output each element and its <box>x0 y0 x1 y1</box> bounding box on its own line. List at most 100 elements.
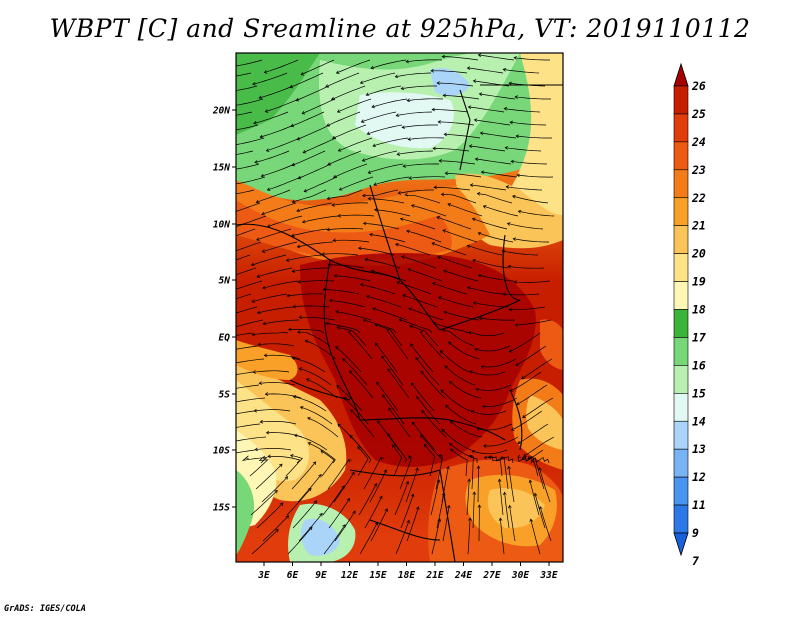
streamline-arrow <box>517 454 522 459</box>
streamline <box>259 85 294 99</box>
streamline <box>267 455 301 464</box>
streamline-arrow <box>440 389 445 393</box>
streamline-arrow <box>357 445 361 450</box>
streamline <box>474 119 511 126</box>
streamline <box>236 72 252 77</box>
streamline <box>292 189 327 203</box>
streamline-arrow <box>217 376 220 379</box>
streamline <box>507 223 544 230</box>
streamline-arrow <box>376 381 380 386</box>
streamline-arrow <box>265 148 270 152</box>
streamline <box>475 158 512 165</box>
streamline-arrow <box>258 95 263 100</box>
streamline-arrow <box>402 294 407 298</box>
streamline <box>469 455 474 490</box>
streamline-arrow <box>445 404 449 409</box>
streamline <box>503 293 540 296</box>
streamline-arrow <box>256 274 261 278</box>
streamline <box>449 381 482 399</box>
streamline <box>256 502 284 529</box>
streamline <box>381 355 404 386</box>
streamline-arrow <box>416 506 420 510</box>
streamline <box>236 345 259 350</box>
streamline-arrow <box>291 233 295 238</box>
colorbar-swatch <box>673 476 689 506</box>
streamline-arrow <box>410 204 415 208</box>
streamline-arrow <box>480 365 485 369</box>
streamline <box>337 98 372 113</box>
streamline-arrow <box>468 330 472 335</box>
streamline <box>504 492 510 529</box>
streamline-arrow <box>300 71 305 76</box>
streamline <box>328 498 350 529</box>
longitude-axis: 3E 6E 9E 12E 15E 18E 21E 24E 27E 30E 33E <box>257 562 558 581</box>
streamline <box>401 256 437 269</box>
streamline-arrow <box>292 304 296 309</box>
streamline-arrow <box>423 443 428 448</box>
streamline-arrow <box>326 123 330 127</box>
streamline <box>440 350 470 373</box>
streamline-arrow <box>406 229 410 234</box>
streamline <box>467 245 503 256</box>
streamline-arrow <box>215 77 218 80</box>
streamline <box>477 466 479 503</box>
streamline <box>407 268 443 282</box>
streamline-arrow <box>402 164 407 168</box>
streamline <box>441 193 477 204</box>
streamline-arrow <box>513 280 517 284</box>
streamline <box>295 85 330 101</box>
grads-credit: GrADS: IGES/COLA <box>4 604 86 614</box>
streamline-arrow <box>399 217 404 222</box>
streamline <box>387 433 407 464</box>
streamline <box>287 526 313 555</box>
streamline <box>254 409 291 412</box>
streamline <box>441 428 472 451</box>
streamline <box>323 289 360 295</box>
streamline <box>470 410 507 415</box>
streamline-arrow <box>446 504 451 509</box>
streamline-arrow <box>476 465 481 469</box>
streamline <box>505 147 542 152</box>
colorbar-label: 11 <box>692 498 706 512</box>
streamline-arrow <box>437 255 441 260</box>
streamline <box>483 436 519 447</box>
streamline <box>251 293 288 303</box>
streamline-arrow <box>443 132 447 137</box>
streamline <box>469 370 506 376</box>
streamline <box>467 518 471 555</box>
streamline-arrow <box>291 356 296 361</box>
streamline-arrow <box>420 370 425 375</box>
streamline-arrow <box>371 104 375 109</box>
streamline <box>302 215 339 223</box>
streamline <box>478 54 515 61</box>
streamline-arrow <box>313 500 318 504</box>
streamline <box>364 496 383 529</box>
streamline-arrow <box>517 440 521 445</box>
streamline-arrow <box>372 143 376 148</box>
streamline <box>521 456 539 477</box>
streamline <box>515 345 547 366</box>
streamline <box>258 343 295 347</box>
streamline-arrow <box>506 222 511 226</box>
colorbar-swatch <box>673 141 689 171</box>
streamline-arrow <box>472 491 477 495</box>
streamline-arrow <box>373 482 378 487</box>
streamline <box>538 467 551 503</box>
streamline <box>358 247 395 256</box>
streamline <box>449 443 478 464</box>
streamline <box>236 202 261 212</box>
streamline-arrow <box>467 286 471 290</box>
map-frame <box>235 52 564 563</box>
streamline <box>250 490 278 516</box>
streamline <box>236 59 263 67</box>
streamline <box>481 171 518 178</box>
streamline <box>252 72 288 85</box>
streamline <box>396 281 432 295</box>
streamline <box>335 311 372 321</box>
streamline <box>442 229 478 243</box>
streamline-arrow <box>497 478 502 483</box>
streamline-arrow <box>443 310 447 315</box>
streamline <box>467 67 504 74</box>
streamline-arrow <box>327 162 331 166</box>
streamline <box>359 522 378 555</box>
